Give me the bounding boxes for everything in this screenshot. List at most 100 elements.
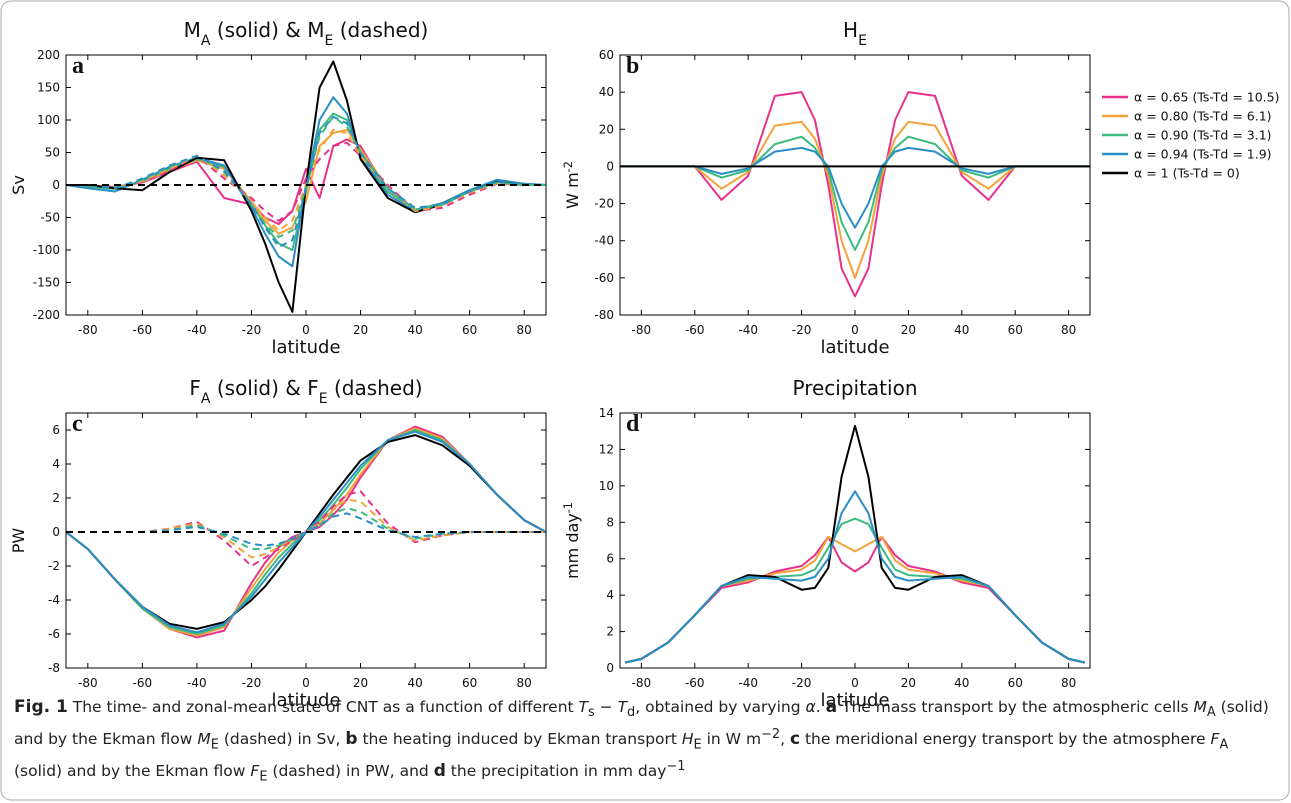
caption-run: s (588, 705, 595, 721)
caption-run: Fig. 1 (14, 697, 68, 717)
legend-label: α = 0.65 (Ts-Td = 10.5) (1134, 90, 1279, 105)
text-run: W m (563, 172, 582, 209)
x-tick-label: -40 (738, 676, 758, 690)
y-tick-label: 0 (52, 525, 60, 539)
x-tick-label: 60 (1008, 676, 1023, 690)
y-tick-label: -100 (33, 243, 60, 257)
x-tick-label: 60 (462, 676, 477, 690)
series-line (625, 517, 1085, 664)
caption-run: E (259, 769, 268, 785)
y-tick-label: -150 (33, 276, 60, 290)
y-tick-label: -2 (48, 559, 60, 573)
text-run: (dashed) (333, 18, 428, 42)
text-run: E (324, 33, 333, 49)
y-axis-label: Sv (9, 175, 28, 195)
series-line (66, 141, 546, 222)
y-tick-label: -40 (594, 234, 614, 248)
y-tick-label: -8 (48, 661, 60, 675)
x-tick-label: -20 (792, 323, 812, 337)
panel-label: b (626, 53, 639, 79)
y-tick-label: 0 (606, 159, 614, 173)
caption-run: −1 (666, 759, 686, 775)
caption-run: (dashed) in Sv, (218, 730, 346, 749)
caption-run: b (345, 729, 358, 750)
caption-run: (dashed) in PW, and (267, 762, 434, 781)
caption-run: the meridional energy transport by the a… (800, 730, 1211, 749)
legend-label: α = 0.80 (Ts-Td = 6.1) (1134, 109, 1272, 124)
x-tick-label: -40 (738, 323, 758, 337)
legend-label: α = 0.94 (Ts-Td = 1.9) (1134, 147, 1272, 162)
y-tick-label: 2 (52, 491, 60, 505)
caption-run: c (789, 729, 801, 750)
text-run: E (319, 391, 328, 407)
caption-run: A (1219, 737, 1229, 753)
x-tick-label: 40 (954, 323, 969, 337)
x-tick-label: 40 (407, 323, 422, 337)
chart-title: MA (solid) & ME (dashed) (184, 18, 429, 49)
series-line (66, 115, 546, 238)
y-tick-label: 0 (606, 661, 614, 675)
y-tick-label: 200 (37, 48, 60, 62)
panel-label: a (72, 53, 84, 79)
series-line (66, 490, 546, 567)
caption-run: α (805, 698, 816, 716)
series-line (66, 512, 546, 547)
y-tick-label: 2 (606, 625, 614, 639)
x-tick-label: -20 (792, 676, 812, 690)
series-line (620, 135, 1090, 251)
chart-title: HE (843, 18, 867, 49)
chart-title: FA (solid) & FE (dashed) (189, 376, 422, 407)
x-tick-label: 0 (851, 676, 859, 690)
caption-run: a (825, 697, 838, 717)
caption-run: The time- and zonal-mean state of CNT as… (67, 698, 579, 716)
legend-label: α = 1 (Ts-Td = 0) (1134, 166, 1240, 181)
chart-title: Precipitation (792, 376, 917, 400)
x-tick-label: -60 (133, 323, 153, 337)
y-tick-label: -200 (33, 308, 60, 322)
caption-run: M (197, 730, 211, 749)
x-tick-label: 20 (901, 676, 916, 690)
x-tick-label: 0 (302, 676, 310, 690)
plot-frame (65, 54, 547, 316)
caption-run: T (617, 698, 628, 716)
text-run: (dashed) (328, 376, 423, 400)
y-tick-label: -60 (594, 271, 614, 285)
x-tick-label: -20 (242, 323, 262, 337)
caption-run: T (578, 698, 588, 716)
series-line (625, 424, 1085, 664)
x-tick-label: 0 (302, 323, 310, 337)
text-run: -1 (562, 502, 575, 513)
y-axis-label: W m-2 (562, 161, 583, 209)
text-run: (solid) & F (210, 376, 318, 400)
y-tick-label: -4 (48, 593, 60, 607)
x-tick-label: 80 (517, 323, 532, 337)
y-tick-label: -6 (48, 627, 60, 641)
x-axis-label: latitude (271, 337, 340, 358)
plot-frame (619, 412, 1091, 669)
caption-run: . (815, 698, 826, 716)
y-tick-label: 40 (599, 85, 614, 99)
x-tick-label: -80 (78, 323, 98, 337)
y-tick-label: 14 (599, 406, 614, 420)
x-tick-label: -80 (78, 676, 98, 690)
y-tick-label: 50 (45, 146, 60, 160)
caption-run: the precipitation in mm day (445, 762, 667, 781)
caption-run: F (250, 762, 260, 781)
caption-run: the heating induced by Ekman transport (357, 730, 682, 749)
caption-run: d (627, 705, 636, 721)
x-tick-label: 20 (353, 323, 368, 337)
caption-run: −2 (761, 727, 781, 743)
y-tick-label: 0 (52, 178, 60, 192)
y-tick-label: 12 (599, 442, 614, 456)
series-line (625, 490, 1085, 664)
x-tick-label: 40 (407, 676, 422, 690)
x-tick-label: -80 (632, 323, 652, 337)
y-tick-label: 4 (606, 588, 614, 602)
caption-run: in W m (701, 730, 762, 749)
x-tick-label: 20 (353, 676, 368, 690)
caption-run: d (433, 761, 446, 782)
y-tick-label: -50 (40, 211, 60, 225)
